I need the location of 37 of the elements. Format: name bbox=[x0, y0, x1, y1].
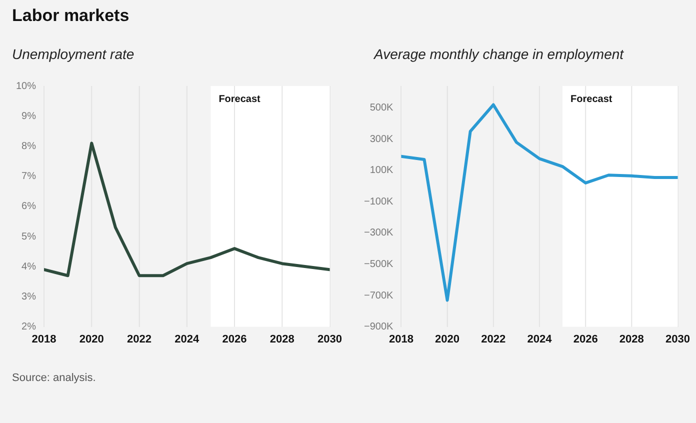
y-tick-label: 7% bbox=[22, 171, 36, 182]
y-tick-label: 8% bbox=[22, 140, 36, 152]
y-tick-label: −500K bbox=[364, 259, 394, 270]
y-tick-label: 9% bbox=[22, 110, 36, 122]
y-tick-label: 10% bbox=[16, 80, 36, 92]
y-tick-label: 6% bbox=[22, 201, 36, 212]
band-label: Forecast bbox=[218, 94, 262, 105]
y-tick-label: 5% bbox=[22, 231, 36, 242]
chart-title: Average monthly change in employment bbox=[374, 46, 624, 62]
x-tick-label: 2024 bbox=[174, 333, 200, 346]
band-label: Forecast bbox=[570, 94, 613, 105]
y-tick-label: 3% bbox=[22, 291, 36, 302]
y-tick-label: −900K bbox=[364, 322, 394, 333]
y-tick-label: −700K bbox=[364, 290, 394, 302]
x-tick-label: 2020 bbox=[435, 333, 460, 346]
x-tick-label: 2028 bbox=[619, 333, 644, 346]
x-tick-label: 2030 bbox=[318, 333, 342, 346]
x-tick-label: 2022 bbox=[127, 333, 152, 346]
x-tick-label: 2028 bbox=[270, 333, 294, 346]
x-tick-label: 2018 bbox=[388, 333, 414, 346]
x-tick-label: 2026 bbox=[573, 333, 598, 346]
y-tick-label: −300K bbox=[364, 228, 394, 239]
chart-subtitle: Unemployment rate bbox=[12, 46, 134, 62]
y-tick-label: 2% bbox=[22, 322, 36, 333]
source-note: Source: analysis. bbox=[12, 372, 96, 384]
x-tick-label: 2030 bbox=[666, 333, 690, 346]
y-tick-label: −100K bbox=[364, 196, 394, 208]
x-tick-label: 2026 bbox=[222, 333, 247, 346]
x-tick-label: 2020 bbox=[79, 333, 104, 346]
x-tick-label: 2024 bbox=[527, 333, 553, 346]
y-tick-label: 500K bbox=[370, 102, 394, 114]
x-tick-label: 2018 bbox=[32, 333, 56, 346]
y-tick-label: 300K bbox=[370, 134, 394, 145]
chart-title: Labor markets bbox=[12, 6, 130, 26]
y-tick-label: 100K bbox=[370, 165, 394, 176]
y-tick-label: 4% bbox=[22, 261, 36, 272]
x-tick-label: 2022 bbox=[481, 333, 506, 346]
